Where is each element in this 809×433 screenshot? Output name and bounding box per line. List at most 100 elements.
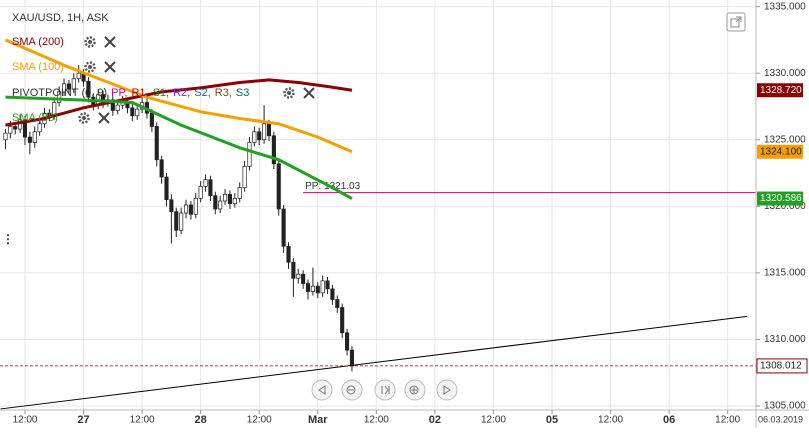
candle-body — [71, 78, 76, 90]
candle-body — [213, 195, 218, 210]
legend-entry: PIVOTPOINT (0, 9) PP, R1, S1, R2, S2, R3, S3 — [12, 87, 249, 99]
candle-body — [291, 261, 296, 279]
candle-body — [86, 80, 91, 98]
gear-icon[interactable] — [283, 87, 295, 99]
gear-center[interactable] — [88, 40, 92, 44]
last-value-box — [757, 144, 803, 159]
gear-center[interactable] — [82, 116, 86, 120]
y-tick-label: 1315.000 — [764, 268, 806, 279]
expand-button[interactable] — [726, 12, 746, 32]
nav-circle[interactable] — [374, 379, 396, 401]
candle-body — [227, 194, 233, 205]
pivot-level: R2, — [173, 87, 190, 99]
nav-lens[interactable] — [409, 385, 419, 395]
nav-glyph[interactable] — [443, 385, 451, 395]
candle-body — [305, 283, 311, 292]
nav-glyph[interactable] — [411, 387, 417, 393]
x-tick-label: 12:00 — [12, 415, 37, 426]
instrument-title: XAU/USD, 1H, ASK — [12, 12, 109, 24]
nav-circle[interactable] — [436, 379, 458, 401]
candle-body — [110, 99, 115, 111]
candle-body — [232, 197, 237, 205]
gear-icon[interactable] — [84, 61, 96, 73]
x-tick-label: 28 — [195, 414, 207, 426]
candle-body — [8, 126, 13, 134]
candle-body — [203, 179, 208, 187]
nav-lens[interactable] — [346, 385, 356, 395]
candle-body — [179, 212, 184, 231]
candle-body — [325, 280, 330, 290]
gear-center[interactable] — [287, 91, 291, 95]
candle-body — [183, 204, 189, 214]
candle-body — [276, 163, 281, 210]
gear-icon[interactable] — [84, 36, 96, 48]
candle-body — [320, 280, 325, 294]
close-icon[interactable] — [303, 87, 315, 99]
pivot-level: R1, — [131, 87, 148, 99]
pivot-level: PP, — [111, 87, 127, 99]
x-tick-label: 12:00 — [598, 415, 623, 426]
close-icon[interactable] — [98, 112, 110, 124]
nav-button[interactable] — [374, 379, 396, 401]
nav-button[interactable] — [404, 379, 426, 401]
y-tick-label: 1335.000 — [764, 1, 806, 12]
current-price-box — [756, 358, 808, 374]
gear[interactable] — [84, 61, 96, 73]
candle-body — [159, 159, 164, 178]
nav-button[interactable] — [436, 379, 458, 401]
gear-icon[interactable] — [78, 112, 90, 124]
gear[interactable] — [283, 87, 295, 99]
x-tick-label: 27 — [77, 414, 89, 426]
y-tick-label: 1330.000 — [764, 68, 806, 79]
current-price-label: 1308.012 — [760, 361, 802, 372]
candle-body — [315, 285, 320, 294]
candle-body — [252, 131, 257, 143]
nav-glyph[interactable] — [318, 385, 326, 395]
candle-body — [198, 186, 203, 199]
pivot-level: S2, — [194, 87, 211, 99]
gear[interactable] — [78, 112, 90, 124]
sma-line — [4, 38, 353, 154]
candle-body — [237, 187, 242, 199]
last-value-label: 1324.100 — [760, 146, 802, 157]
candle-body — [37, 123, 42, 133]
candle-body — [330, 288, 335, 300]
close-icon[interactable] — [104, 36, 116, 48]
candle-body — [154, 126, 159, 161]
candle-body — [66, 83, 71, 90]
nav-button[interactable] — [311, 379, 333, 401]
candle-body — [76, 72, 81, 79]
x-tick-label: 02 — [429, 414, 441, 426]
candle-body — [286, 245, 291, 263]
candle-body — [188, 204, 193, 215]
sma-line — [5, 95, 353, 200]
candle-body — [61, 83, 67, 93]
candle-body — [130, 107, 135, 117]
gear-center[interactable] — [88, 65, 92, 69]
candle-body — [345, 332, 350, 351]
last-value-box — [757, 83, 803, 98]
gear[interactable] — [84, 36, 96, 48]
nav-glyph[interactable] — [381, 385, 390, 395]
nav-button[interactable] — [341, 379, 363, 401]
y-tick-label: 1325.000 — [764, 134, 806, 145]
candle-body — [223, 194, 228, 202]
y-tick-label: 1320.000 — [764, 201, 806, 212]
candle-body — [208, 179, 213, 197]
candle-body — [301, 273, 306, 284]
last-value-label: 1320.586 — [760, 193, 802, 204]
candle-body — [262, 123, 267, 141]
close-icon[interactable] — [104, 61, 116, 73]
candle-body — [271, 135, 276, 165]
candle-body — [164, 176, 169, 201]
candle-body — [281, 208, 286, 247]
drag-handle[interactable]: ⋮ — [2, 232, 14, 246]
candle-body — [296, 273, 301, 279]
nav-circle[interactable] — [311, 379, 333, 401]
x-tick-label: 12:00 — [247, 415, 272, 426]
x-tick-label: 06 — [663, 414, 675, 426]
candle-body — [32, 131, 37, 143]
candle-body — [242, 166, 247, 189]
